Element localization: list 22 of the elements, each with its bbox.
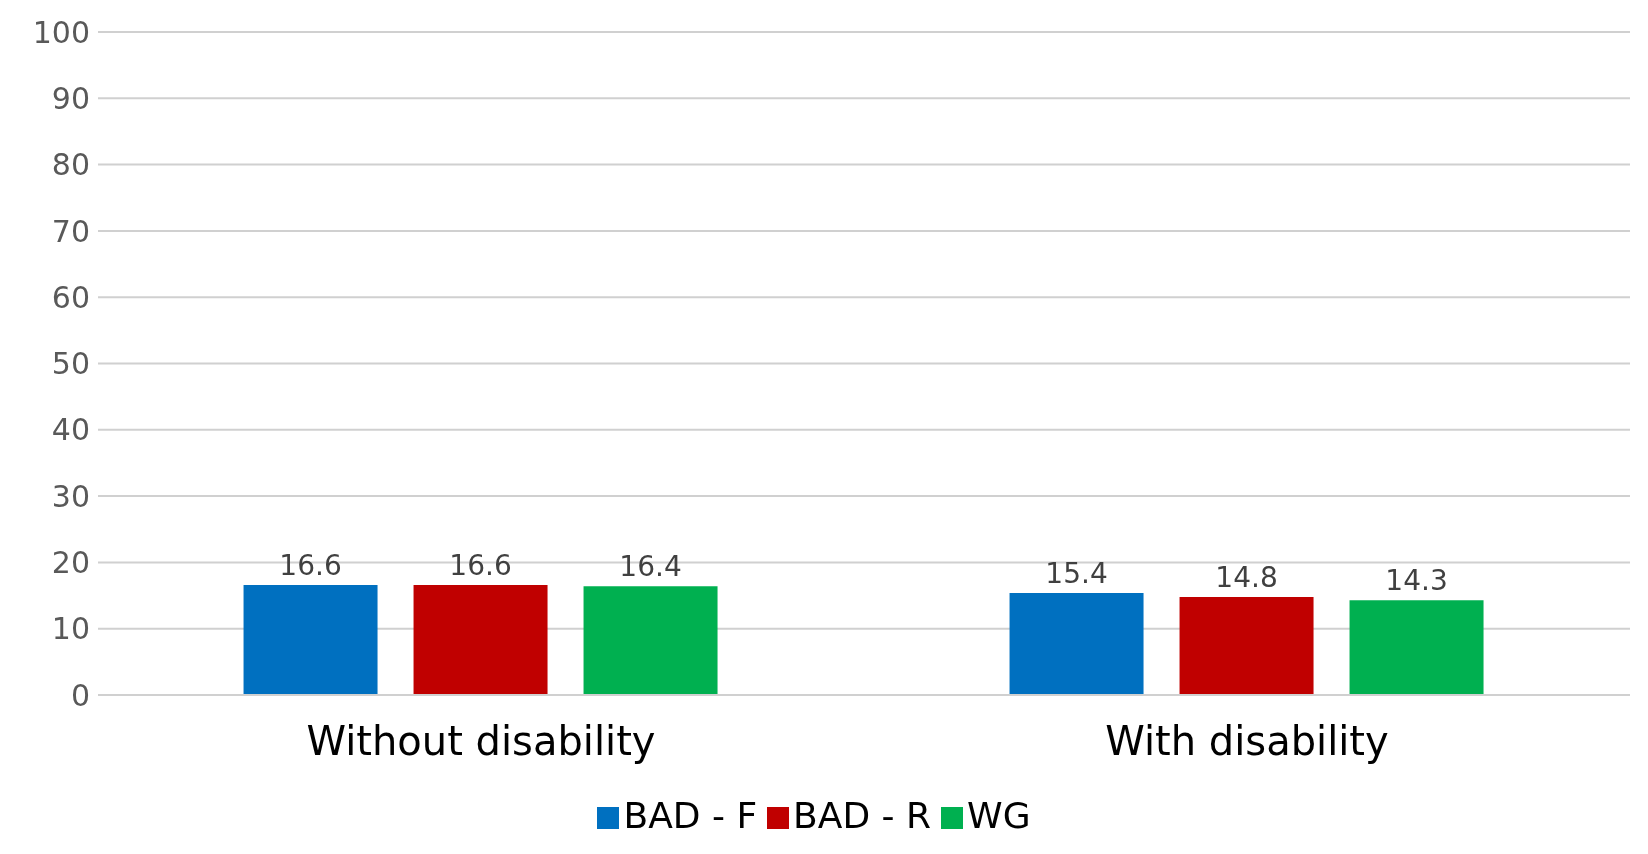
data-label: 14.8 xyxy=(1215,560,1278,594)
y-tick-label: 0 xyxy=(70,677,90,713)
data-label: 16.4 xyxy=(619,550,682,584)
y-tick-label: 10 xyxy=(51,611,90,647)
data-label: 15.4 xyxy=(1045,556,1108,590)
y-tick-label: 20 xyxy=(51,545,90,581)
y-tick-label: 100 xyxy=(32,14,90,50)
data-label: 14.3 xyxy=(1385,564,1448,598)
legend-label: BAD - F xyxy=(623,795,758,836)
y-tick-label: 40 xyxy=(51,412,90,448)
x-tick-label: Without disability xyxy=(306,718,656,765)
legend-label: WG xyxy=(967,795,1031,836)
y-tick-label: 80 xyxy=(51,147,90,183)
y-tick-label: 90 xyxy=(51,80,90,116)
y-tick-label: 50 xyxy=(51,346,90,382)
y-tick-label: 30 xyxy=(51,478,90,514)
legend-label: BAD - R xyxy=(793,795,932,836)
data-label: 16.6 xyxy=(449,548,512,582)
data-label: 16.6 xyxy=(279,548,342,582)
y-tick-label: 60 xyxy=(51,279,90,315)
y-tick-label: 70 xyxy=(51,213,90,249)
x-tick-label: With disability xyxy=(1105,718,1389,765)
